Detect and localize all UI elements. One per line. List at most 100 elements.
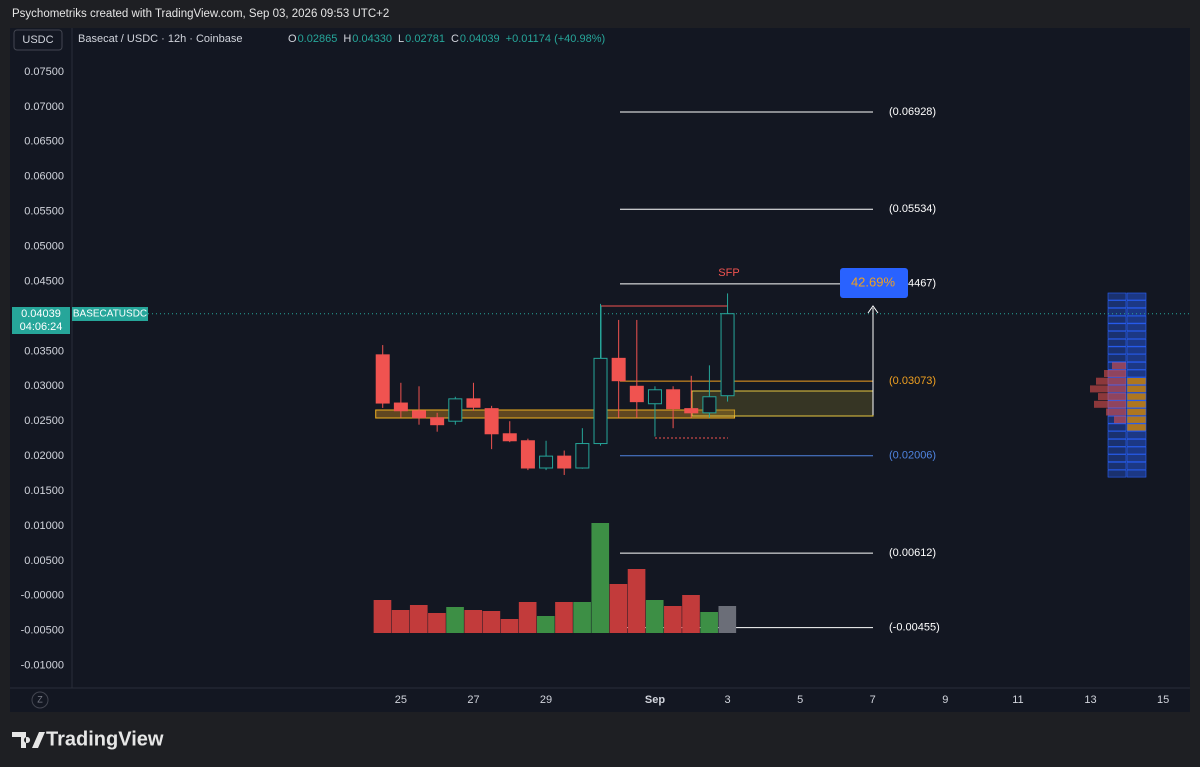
- order-block: [691, 390, 874, 417]
- profile-row: [1126, 346, 1147, 355]
- profile-row: [1126, 308, 1147, 316]
- x-tick-label: Sep: [645, 694, 665, 706]
- profile-row: [1107, 438, 1127, 447]
- volume-bar: [482, 611, 501, 633]
- volume-bar: [700, 612, 718, 633]
- y-tick-label: 0.05000: [24, 241, 64, 253]
- x-tick-label: 13: [1084, 694, 1096, 706]
- candle-body: [611, 357, 626, 382]
- profile-row: [1126, 315, 1147, 324]
- profile-row: [1126, 323, 1147, 332]
- profile-row: [1126, 292, 1147, 301]
- profile-row: [1126, 462, 1147, 470]
- profile-row: [1107, 292, 1127, 301]
- candle-body: [702, 396, 717, 414]
- profile-row: [1126, 446, 1147, 455]
- profile-row: [1126, 377, 1147, 386]
- y-tick-label: -0.00000: [21, 590, 64, 602]
- candle-body: [520, 440, 535, 469]
- candle-body: [684, 408, 699, 414]
- candle-body: [502, 433, 517, 442]
- logo-mark: [12, 732, 45, 748]
- y-tick-label: -0.01000: [21, 660, 64, 672]
- arrow-head: [867, 305, 879, 314]
- volume-bar: [664, 606, 682, 633]
- currency: USDC: [22, 34, 53, 46]
- legend-key: L: [398, 33, 404, 45]
- volume-bar: [464, 610, 483, 633]
- profile-row: [1126, 454, 1147, 463]
- brand: TradingView: [46, 728, 164, 750]
- profile-row: [1126, 300, 1147, 309]
- volume-bar: [500, 619, 519, 633]
- x-tick-label: 9: [942, 694, 948, 706]
- volume-bar: [428, 613, 446, 633]
- volume-bar: [682, 595, 700, 633]
- profile-row: [1107, 462, 1127, 470]
- y-tick-label: 0.03000: [24, 380, 64, 392]
- timezone-button[interactable]: [31, 691, 49, 709]
- profile-row: [1107, 446, 1127, 455]
- profile-bar: [1112, 362, 1126, 370]
- y-tick-label: 0.05500: [24, 206, 64, 218]
- x-tick-label: 27: [467, 694, 479, 706]
- profile-row: [1107, 469, 1127, 478]
- profile-row: [1126, 415, 1147, 424]
- profile-row: [1126, 469, 1147, 478]
- profile-row: [1107, 338, 1127, 347]
- timezone-icon: Z: [37, 694, 43, 704]
- volume-bar: [391, 610, 410, 633]
- brand-logo: TradingView: [12, 728, 164, 750]
- profile-row: [1126, 354, 1147, 362]
- candle-body: [720, 313, 735, 397]
- price-tag: [12, 307, 70, 321]
- countdown: 04:06:24: [20, 321, 63, 333]
- legend-value: 0.02781: [405, 33, 445, 45]
- profile-bar: [1114, 416, 1126, 424]
- profile-bar: [1106, 408, 1126, 416]
- profile-bar: [1096, 377, 1126, 385]
- y-tick-label: 0.01000: [24, 520, 64, 532]
- profile-row: [1107, 454, 1127, 463]
- candle-body: [539, 455, 554, 469]
- volume-bar: [373, 600, 392, 633]
- y-tick-label: 0.01500: [24, 485, 64, 497]
- y-tick-label: 0.07000: [24, 101, 64, 113]
- volume-bar: [409, 605, 428, 633]
- y-tick-label: -0.00500: [21, 625, 64, 637]
- candle-body: [593, 357, 608, 445]
- candle-body: [629, 385, 644, 403]
- volume-bar: [645, 600, 664, 633]
- volume-bar: [609, 584, 628, 633]
- legend-value: 0.04330: [352, 33, 392, 45]
- level-label: (0.00612): [889, 547, 936, 559]
- volume-bar: [518, 602, 537, 633]
- volume-bar: [718, 606, 737, 633]
- candle-body: [575, 443, 590, 469]
- profile-row: [1126, 385, 1147, 393]
- x-tick-label: 3: [724, 694, 730, 706]
- currency-box[interactable]: [13, 29, 63, 51]
- volume-bar: [627, 569, 646, 633]
- x-tick-label: 15: [1157, 694, 1169, 706]
- ohlc-legend: O 0.02865 H 0.04330 L 0.02781 C 0.04039 +0.01174…: [288, 33, 605, 45]
- profile-row: [1107, 323, 1127, 332]
- profile-row: [1107, 308, 1127, 316]
- profile-row: [1126, 400, 1147, 409]
- level-label: (0.06928): [889, 106, 936, 118]
- candle-body: [484, 408, 499, 435]
- ticker-tag: [72, 307, 148, 321]
- profile-row: [1107, 431, 1127, 439]
- profile-bar: [1094, 400, 1126, 408]
- profile-row: [1107, 315, 1127, 324]
- profile-row: [1107, 423, 1127, 432]
- y-tick-label: 0.00500: [24, 555, 64, 567]
- legend-change: +0.01174 (+40.98%): [506, 33, 605, 45]
- volume-bar: [555, 602, 573, 633]
- volume-bar: [591, 523, 610, 633]
- y-tick-label: 0.02500: [24, 415, 64, 427]
- profile-row: [1126, 392, 1147, 401]
- volume-bar: [573, 602, 591, 633]
